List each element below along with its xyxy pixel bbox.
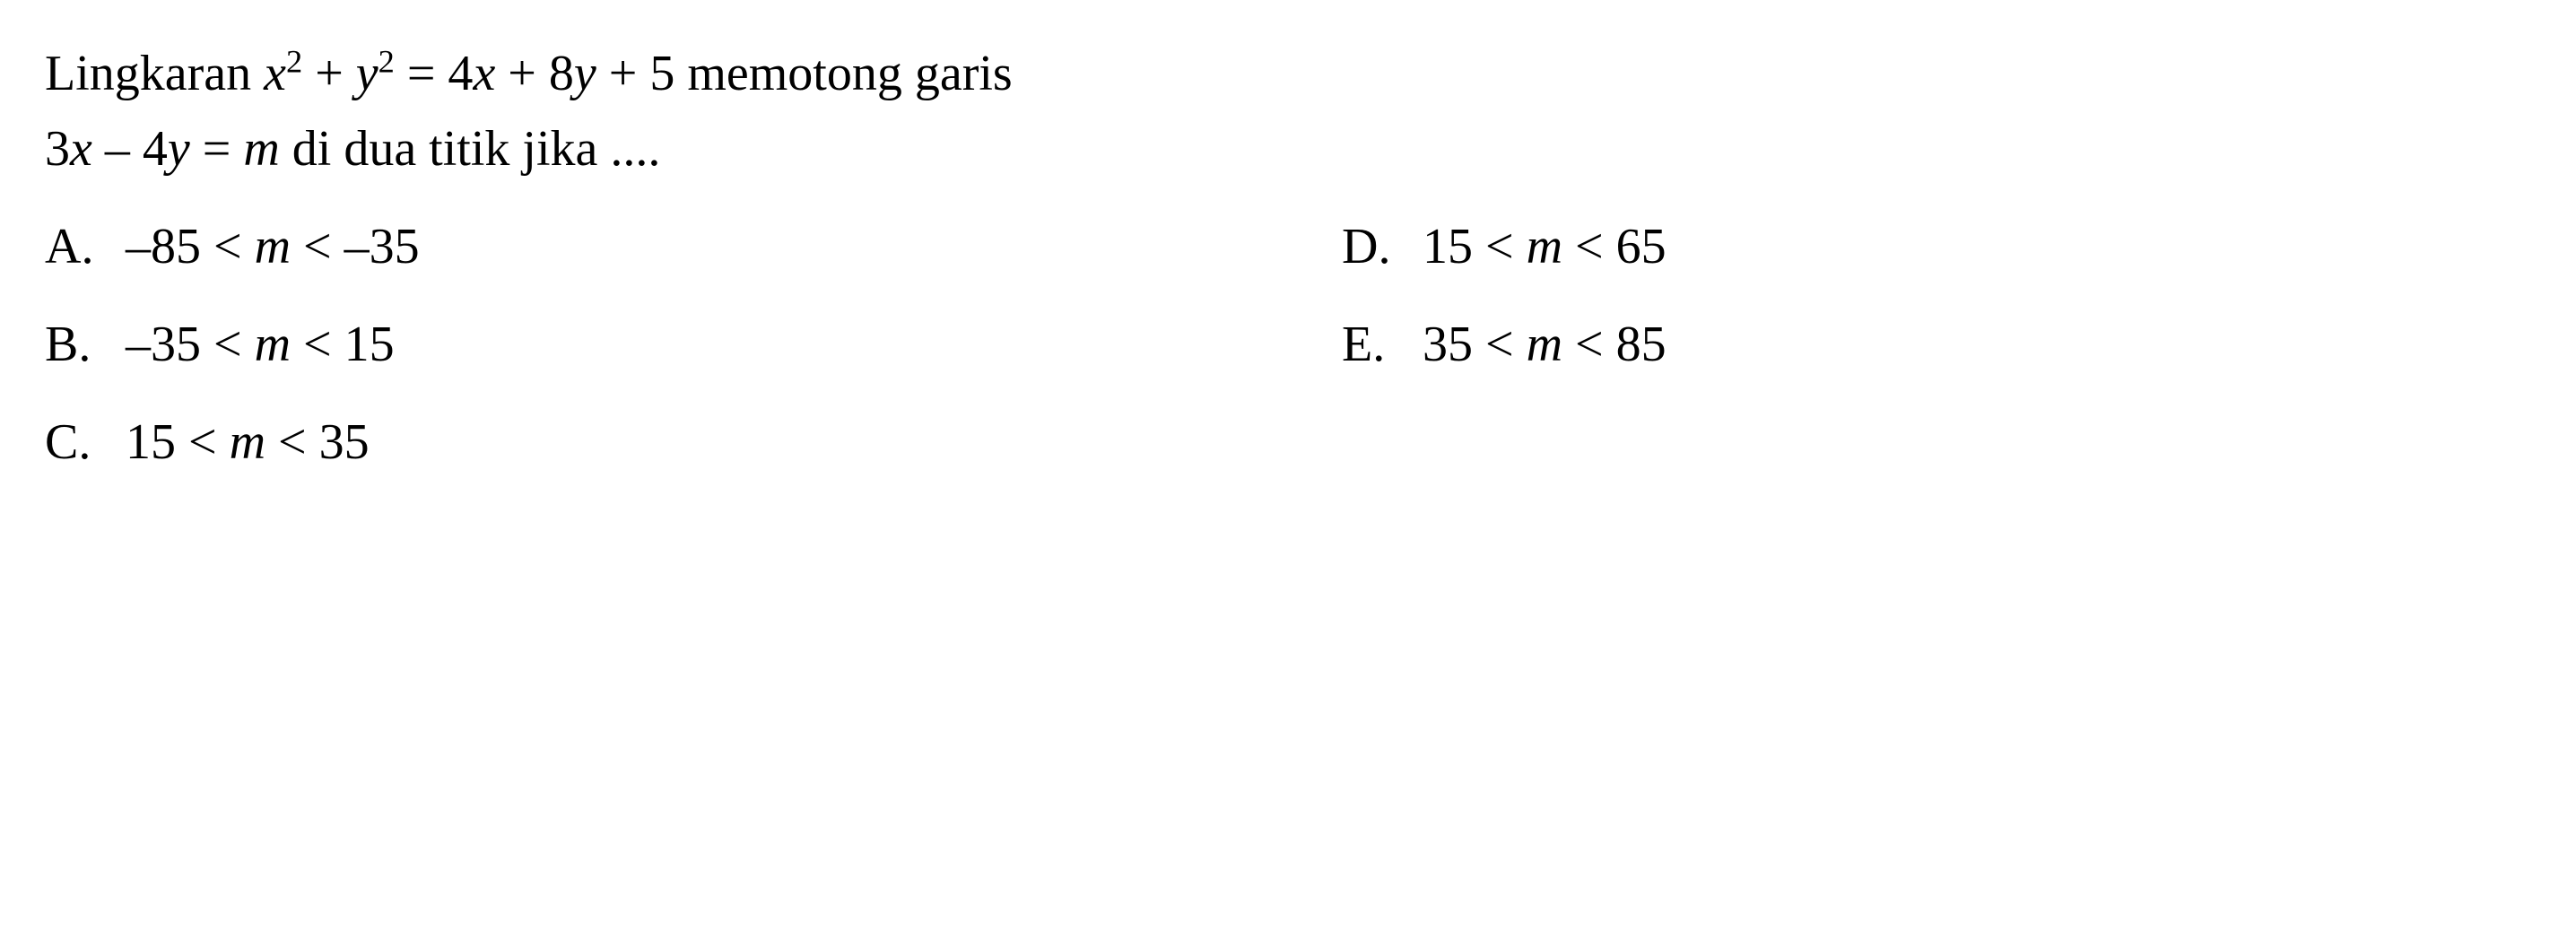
options-container: A. –85 < m < –35 D. 15 < m < 65 B. –35 <… xyxy=(45,209,2531,480)
text-segment: – 4 xyxy=(92,121,168,177)
variable-m: m xyxy=(255,219,291,274)
text-segment: < 65 xyxy=(1562,219,1667,274)
option-letter: E. xyxy=(1342,307,1423,382)
text-segment: 3 xyxy=(45,121,70,177)
option-letter: B. xyxy=(45,307,126,382)
text-segment: Lingkaran xyxy=(45,46,264,101)
option-d: D. 15 < m < 65 xyxy=(1342,209,2531,284)
option-letter: A. xyxy=(45,209,126,284)
text-segment: + xyxy=(302,46,356,101)
variable-m: m xyxy=(243,121,279,177)
option-content: 15 < m < 65 xyxy=(1423,209,1667,284)
option-content: –85 < m < –35 xyxy=(126,209,420,284)
option-c: C. 15 < m < 35 xyxy=(45,404,1234,480)
option-a: A. –85 < m < –35 xyxy=(45,209,1234,284)
question-text: Lingkaran x2 + y2 = 4x + 8y + 5 memotong… xyxy=(45,36,2531,187)
variable-m: m xyxy=(1527,219,1562,274)
variable-x: x xyxy=(473,46,495,101)
question-line1: Lingkaran x2 + y2 = 4x + 8y + 5 memotong… xyxy=(45,46,1013,101)
question-line2: 3x – 4y = m di dua titik jika .... xyxy=(45,121,660,177)
variable-m: m xyxy=(255,317,291,372)
variable-m: m xyxy=(230,414,265,470)
text-segment: < 85 xyxy=(1562,317,1667,372)
option-letter: C. xyxy=(45,404,126,480)
text-segment: di dua titik jika .... xyxy=(280,121,661,177)
text-segment: 15 < xyxy=(126,414,230,470)
text-segment: < 15 xyxy=(291,317,395,372)
text-segment: + 5 memotong garis xyxy=(596,46,1013,101)
variable-y: y xyxy=(168,121,190,177)
text-segment: –35 < xyxy=(126,317,255,372)
variable-y: y xyxy=(356,46,379,101)
superscript: 2 xyxy=(286,43,302,79)
text-segment: 35 < xyxy=(1423,317,1527,372)
superscript: 2 xyxy=(379,43,395,79)
variable-x: x xyxy=(70,121,92,177)
option-b: B. –35 < m < 15 xyxy=(45,307,1234,382)
option-content: 35 < m < 85 xyxy=(1423,307,1667,382)
text-segment: = 4 xyxy=(395,46,474,101)
text-segment: = xyxy=(190,121,244,177)
text-segment: 15 < xyxy=(1423,219,1527,274)
text-segment: < –35 xyxy=(291,219,420,274)
option-content: –35 < m < 15 xyxy=(126,307,395,382)
option-e: E. 35 < m < 85 xyxy=(1342,307,2531,382)
text-segment: + 8 xyxy=(495,46,574,101)
variable-x: x xyxy=(264,46,286,101)
variable-m: m xyxy=(1527,317,1562,372)
option-letter: D. xyxy=(1342,209,1423,284)
text-segment: –85 < xyxy=(126,219,255,274)
text-segment: < 35 xyxy=(265,414,370,470)
variable-y: y xyxy=(574,46,596,101)
option-content: 15 < m < 35 xyxy=(126,404,370,480)
